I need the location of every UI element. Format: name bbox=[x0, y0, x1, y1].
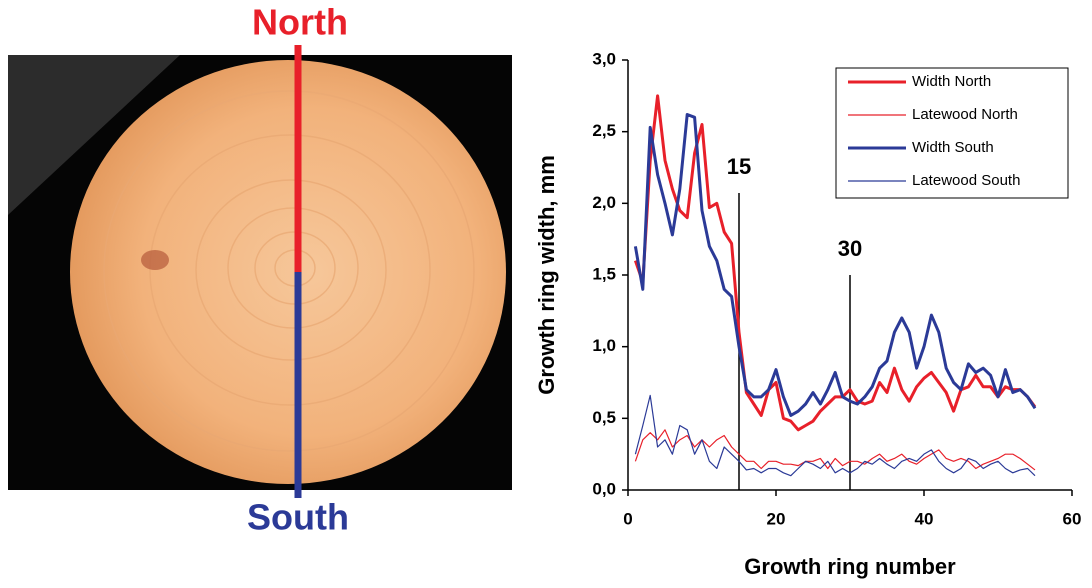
series-line bbox=[635, 395, 1035, 475]
north-label: North bbox=[252, 2, 348, 43]
reference-label: 30 bbox=[838, 236, 862, 261]
series-line bbox=[635, 430, 1035, 470]
y-tick-label: 0,0 bbox=[592, 479, 616, 498]
knot bbox=[141, 250, 169, 270]
x-tick-label: 60 bbox=[1063, 509, 1082, 528]
y-tick-label: 0,5 bbox=[592, 408, 616, 427]
legend-label: Width North bbox=[912, 73, 991, 90]
y-tick-label: 1,5 bbox=[592, 264, 616, 283]
y-tick-label: 3,0 bbox=[592, 49, 616, 68]
x-tick-label: 20 bbox=[767, 509, 786, 528]
x-tick-label: 0 bbox=[623, 509, 632, 528]
x-tick-label: 40 bbox=[915, 509, 934, 528]
chart: 0,0 0,5 1,0 1,5 2,0 2,5 3,0 0 20 40 60 Growth ring … bbox=[534, 49, 1082, 578]
photo: North South bbox=[8, 2, 512, 538]
south-label: South bbox=[247, 497, 349, 538]
trunk-section bbox=[70, 60, 506, 484]
legend-label: Latewood South bbox=[912, 172, 1020, 189]
reference-label: 15 bbox=[727, 154, 751, 179]
legend-label: Latewood North bbox=[912, 106, 1018, 123]
y-axis-title: Growth ring width, mm bbox=[534, 155, 559, 395]
legend-label: Width South bbox=[912, 139, 994, 156]
y-tick-label: 2,5 bbox=[592, 121, 616, 140]
y-tick-label: 1,0 bbox=[592, 336, 616, 355]
x-axis-title: Growth ring number bbox=[744, 554, 956, 579]
y-tick-label: 2,0 bbox=[592, 193, 616, 212]
figure: North South 0,0 0,5 1,0 1,5 2,0 2,5 3,0 0 20 40 60… bbox=[0, 0, 1092, 588]
